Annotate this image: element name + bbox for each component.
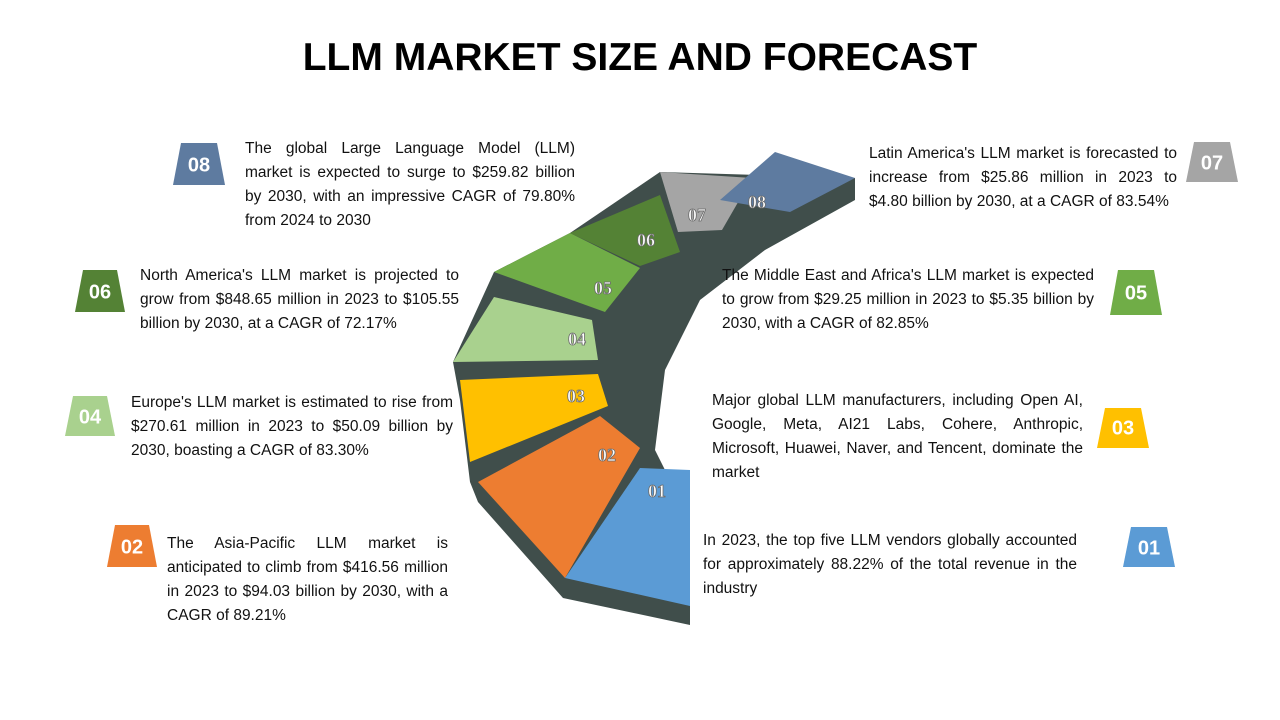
badge bbox=[107, 525, 157, 567]
badge bbox=[75, 270, 125, 312]
step-07 bbox=[660, 172, 752, 232]
badge bbox=[173, 143, 225, 185]
badge bbox=[1186, 142, 1238, 182]
step-label: 03 bbox=[567, 386, 585, 406]
badge-label: 07 bbox=[1201, 152, 1223, 174]
item-text: The Middle East and Africa's LLM market … bbox=[722, 267, 1094, 332]
badge-label: 04 bbox=[79, 406, 102, 428]
badge-label: 03 bbox=[1112, 417, 1134, 439]
step-06 bbox=[570, 195, 680, 266]
step-08 bbox=[720, 152, 855, 212]
step-label: 07 bbox=[688, 205, 706, 225]
item-text: In 2023, the top five LLM vendors global… bbox=[703, 532, 1077, 597]
step-label: 02 bbox=[598, 445, 616, 465]
step-02 bbox=[478, 416, 640, 578]
step-label: 01 bbox=[648, 481, 666, 501]
badge-label: 05 bbox=[1125, 282, 1147, 304]
step-04 bbox=[453, 297, 598, 362]
badge bbox=[1110, 270, 1162, 315]
step-label: 08 bbox=[748, 192, 766, 212]
badge bbox=[1123, 527, 1175, 567]
badge bbox=[1097, 408, 1149, 448]
item-text: The global Large Language Model (LLM) ma… bbox=[245, 140, 575, 229]
badge-label: 06 bbox=[89, 281, 111, 303]
step-label: 06 bbox=[637, 230, 655, 250]
badge-label: 02 bbox=[121, 536, 143, 558]
badge-label: 01 bbox=[1138, 537, 1160, 559]
item-text: The Asia-Pacific LLM market is anticipat… bbox=[167, 535, 448, 624]
step-03 bbox=[460, 374, 608, 462]
title: LLM MARKET SIZE AND FORECAST bbox=[302, 36, 978, 79]
step-label: 04 bbox=[568, 329, 586, 349]
item-text: Major global LLM manufacturers, includin… bbox=[712, 392, 1083, 481]
step-05 bbox=[494, 233, 640, 312]
badge-label: 08 bbox=[188, 154, 210, 176]
item-text: North America's LLM market is projected … bbox=[140, 267, 459, 332]
step-01 bbox=[565, 468, 690, 606]
item-text: Latin America's LLM market is forecasted… bbox=[869, 145, 1177, 210]
step-label: 05 bbox=[594, 278, 612, 298]
badge bbox=[65, 396, 115, 436]
item-text: Europe's LLM market is estimated to rise… bbox=[131, 394, 453, 459]
